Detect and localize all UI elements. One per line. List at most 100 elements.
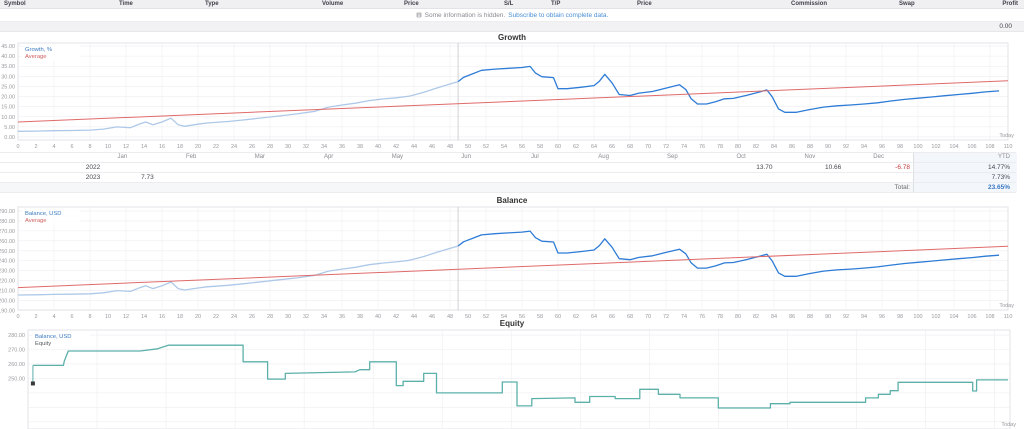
- y-axis-label: 190.00: [0, 308, 15, 314]
- x-axis-tick: 36: [339, 144, 345, 150]
- x-axis-tick: 2: [34, 144, 37, 150]
- notice-text: Some information is hidden.: [424, 11, 506, 19]
- x-axis-tick: 110: [1004, 144, 1013, 150]
- legend-label: Equity: [35, 341, 51, 347]
- x-axis-tick: 10: [105, 144, 111, 150]
- y-axis-label: 250.00: [0, 249, 15, 255]
- x-axis-tick: 72: [663, 144, 669, 150]
- x-axis-tick: 20: [195, 144, 201, 150]
- x-axis-tick: 44: [411, 144, 417, 150]
- subscribe-link[interactable]: Subscribe to obtain complete data.: [508, 11, 609, 19]
- x-axis-tick: 70: [645, 144, 651, 150]
- x-axis-tick: 56: [519, 314, 525, 320]
- y-axis-label: 250.00: [8, 376, 25, 382]
- profit-total-value: 0.00: [999, 23, 1012, 30]
- x-axis-tick: 4: [52, 144, 55, 150]
- x-axis-tick: 74: [681, 144, 687, 150]
- balance-2023: [457, 230, 1000, 277]
- x-axis-tick: 90: [825, 144, 831, 150]
- x-axis-tick: 80: [735, 144, 741, 150]
- y-axis-label: 260.00: [0, 239, 15, 245]
- legend-box: [22, 209, 80, 225]
- y-axis-label: 15.00: [1, 105, 15, 111]
- ytd-column-bg: [913, 163, 1017, 172]
- column-header-profit: Profit: [1002, 1, 1018, 7]
- y-axis-label: 240.00: [0, 259, 15, 265]
- x-axis-tick: 32: [303, 144, 309, 150]
- x-axis-tick: 6: [70, 314, 73, 320]
- x-axis-tick: 68: [627, 144, 633, 150]
- legend-label: Balance, USD: [25, 211, 61, 217]
- y-axis-label: 25.00: [1, 84, 15, 90]
- x-axis-tick: 24: [231, 144, 237, 150]
- x-axis-tick: 108: [985, 314, 994, 320]
- plot-border: [17, 42, 1009, 141]
- x-axis-tick: 46: [429, 144, 435, 150]
- month-header-jan: Jan: [117, 154, 128, 160]
- x-axis-tick: 62: [573, 144, 579, 150]
- x-axis-tick: 22: [213, 144, 219, 150]
- growth-chart-svg: 45.0040.0035.0030.0025.0020.0015.0010.00…: [1, 42, 1014, 150]
- y-axis-label: 10.00: [1, 115, 15, 121]
- info-icon: [416, 12, 422, 18]
- x-axis-tick: 26: [249, 314, 255, 320]
- x-axis-tick: 8: [88, 314, 91, 320]
- ytd-column-bg: [913, 173, 1017, 182]
- x-axis-tick: 48: [447, 314, 453, 320]
- x-axis-tick: 12: [123, 144, 129, 150]
- x-axis-tick: 54: [501, 144, 507, 150]
- column-header-price: Price: [404, 1, 419, 7]
- y-axis-label: 270.00: [8, 348, 25, 354]
- x-axis-tick: 38: [357, 314, 363, 320]
- total-value: 23.65%: [987, 184, 1010, 191]
- x-axis-tick: 110: [1004, 314, 1013, 320]
- legend-label: Balance, USD: [35, 334, 71, 340]
- x-axis-tick: 0: [16, 144, 19, 150]
- x-axis-tick: 70: [645, 314, 651, 320]
- x-axis-tick: 34: [321, 144, 327, 150]
- x-axis-tick: 58: [537, 314, 543, 320]
- x-axis-tick: 82: [753, 144, 759, 150]
- x-axis-tick: 106: [967, 144, 976, 150]
- x-axis-tick: 50: [465, 314, 471, 320]
- month-header-oct: Oct: [736, 154, 746, 160]
- y-axis-label: 270.00: [0, 229, 15, 235]
- x-axis-tick: 16: [159, 314, 165, 320]
- x-axis-tick: 46: [429, 314, 435, 320]
- balance-average: [17, 245, 1009, 289]
- x-axis-tick: 18: [177, 144, 183, 150]
- x-axis-tick: 48: [447, 144, 453, 150]
- x-axis-tick: 28: [267, 314, 273, 320]
- x-axis-tick: 96: [879, 314, 885, 320]
- balance-2022: [17, 245, 459, 296]
- month-header-sep: Sep: [667, 154, 678, 160]
- y-axis-label: 30.00: [1, 74, 15, 80]
- hidden-info-notice: Some information is hidden. Subscribe to…: [0, 9, 1024, 22]
- legend-label: Growth, %: [25, 47, 52, 53]
- x-axis-tick: 106: [967, 314, 976, 320]
- x-axis-tick: 12: [123, 314, 129, 320]
- x-axis-tick: 2: [34, 314, 37, 320]
- x-axis-tick: 104: [949, 144, 958, 150]
- x-axis-tick: 30: [285, 144, 291, 150]
- x-axis-tick: 64: [591, 144, 597, 150]
- profit-summary-row: 0.00: [0, 22, 1024, 32]
- column-header-volume: Volume: [322, 1, 344, 7]
- x-axis-tick: 24: [231, 314, 237, 320]
- x-axis-tick: 58: [537, 144, 543, 150]
- today-label: Today: [999, 133, 1014, 139]
- x-axis-tick: 86: [789, 144, 795, 150]
- column-header-type: Type: [205, 1, 219, 7]
- y-axis-label: 230.00: [0, 269, 15, 275]
- x-axis-tick: 82: [753, 314, 759, 320]
- x-axis-tick: 20: [195, 314, 201, 320]
- x-axis-tick: 102: [931, 144, 940, 150]
- x-axis-tick: 52: [483, 144, 489, 150]
- x-axis-tick: 50: [465, 144, 471, 150]
- month-header-apr: Apr: [323, 154, 334, 160]
- x-axis-tick: 26: [249, 144, 255, 150]
- x-axis-tick: 94: [861, 314, 867, 320]
- x-axis-tick: 100: [913, 144, 922, 150]
- x-axis-tick: 66: [609, 314, 615, 320]
- x-axis-tick: 44: [411, 314, 417, 320]
